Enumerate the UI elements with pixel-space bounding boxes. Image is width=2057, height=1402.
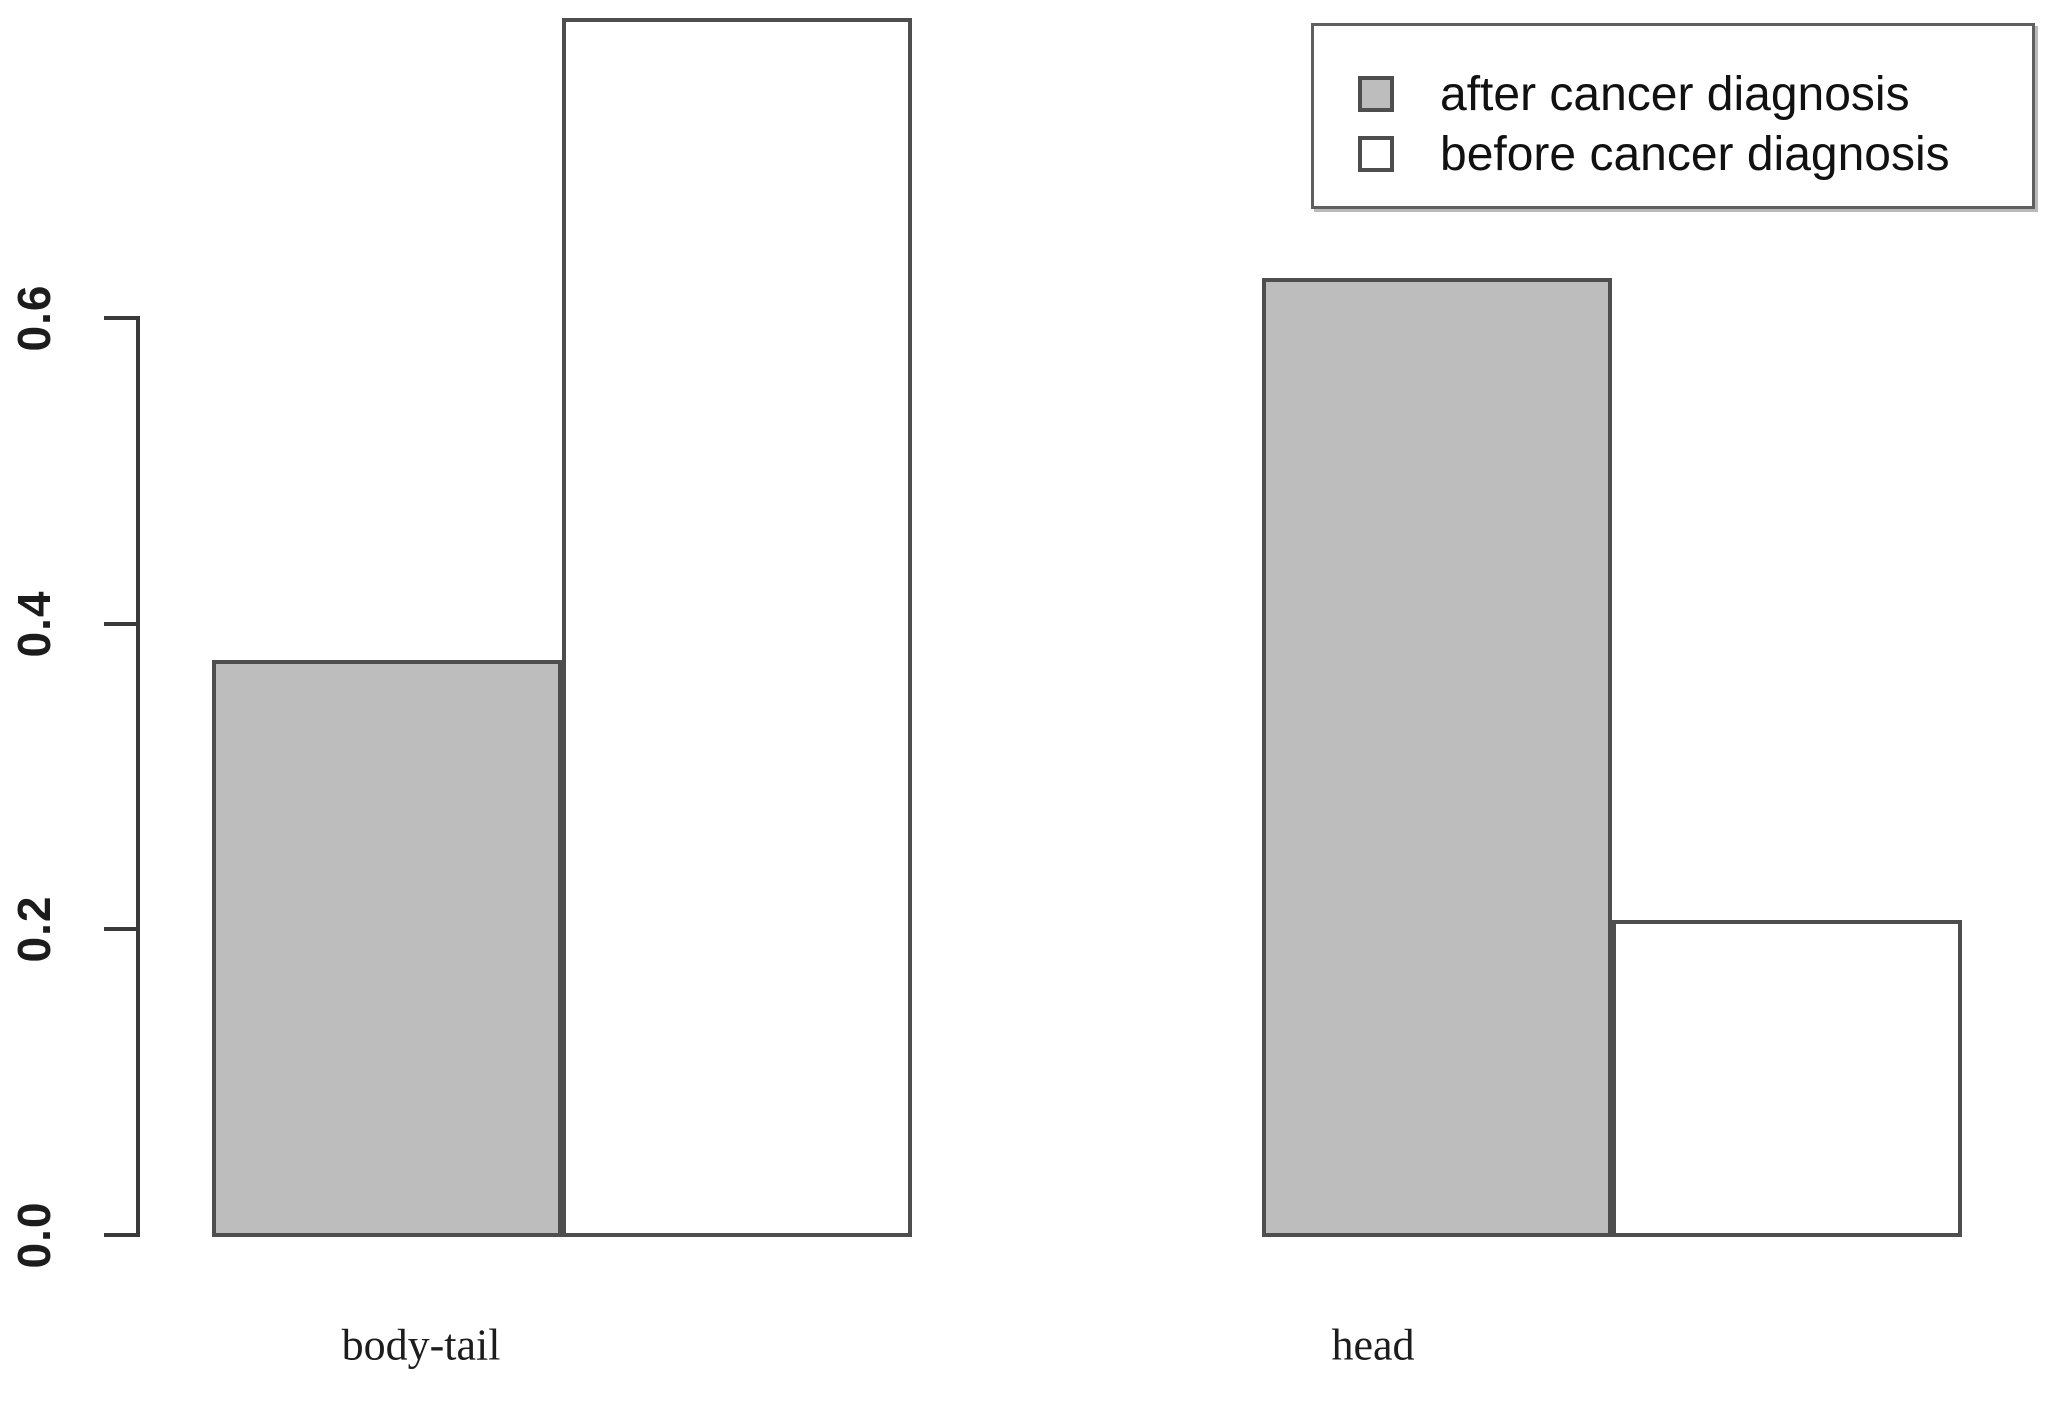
- bar-head-before: [1612, 920, 1962, 1237]
- legend-key-swatch: [1358, 76, 1394, 112]
- y-axis-tick: [104, 927, 136, 931]
- legend-row: after cancer diagnosis: [1358, 64, 2032, 124]
- y-axis-tick-label: 0.0: [8, 1201, 60, 1269]
- category-label: body-tail: [341, 1320, 501, 1370]
- y-axis-tick-label: 0.2: [8, 895, 60, 963]
- y-axis-tick-label: 0.6: [8, 284, 60, 352]
- category-label: head: [1331, 1320, 1415, 1370]
- bar-bodytail-after: [212, 660, 562, 1237]
- y-axis-tick: [104, 1233, 136, 1237]
- legend-label: before cancer diagnosis: [1440, 127, 1950, 181]
- legend: after cancer diagnosis before cancer diag…: [1311, 23, 2035, 209]
- legend-row: before cancer diagnosis: [1358, 124, 2032, 184]
- y-axis-tick-label: 0.4: [8, 590, 60, 658]
- legend-key-swatch: [1358, 136, 1394, 172]
- bar-bodytail-before: [562, 18, 912, 1237]
- y-axis-tick: [104, 622, 136, 626]
- bar-head-after: [1262, 278, 1612, 1237]
- y-axis-line: [136, 316, 140, 1237]
- legend-label: after cancer diagnosis: [1440, 67, 1910, 121]
- y-axis-tick: [104, 316, 136, 320]
